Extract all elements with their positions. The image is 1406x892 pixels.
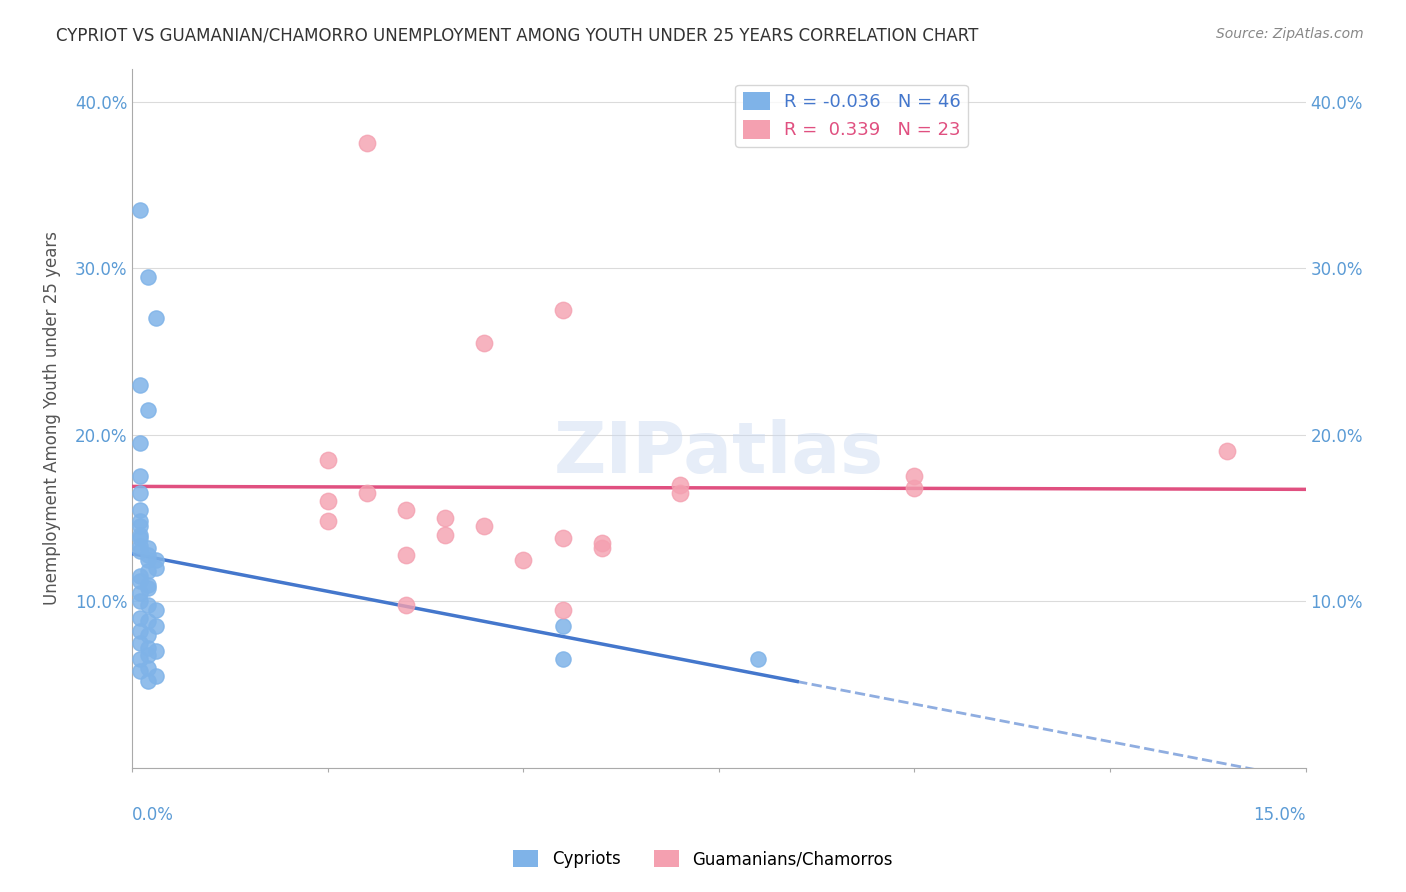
Point xyxy=(129,514,152,528)
Point xyxy=(145,644,167,658)
Point xyxy=(434,527,457,541)
Point xyxy=(129,636,152,650)
Point xyxy=(145,561,167,575)
Point xyxy=(129,664,152,678)
Point xyxy=(145,552,167,566)
Legend: Cypriots, Guamanians/Chamorros: Cypriots, Guamanians/Chamorros xyxy=(506,843,900,875)
Point xyxy=(395,502,418,516)
Point xyxy=(136,661,159,675)
Point xyxy=(551,602,574,616)
Point xyxy=(136,614,159,628)
Point xyxy=(136,564,159,578)
Point xyxy=(136,598,159,612)
Text: ZIPatlas: ZIPatlas xyxy=(554,418,884,488)
Y-axis label: Unemployment Among Youth under 25 years: Unemployment Among Youth under 25 years xyxy=(44,231,60,605)
Point xyxy=(136,581,159,595)
Point xyxy=(145,602,167,616)
Point xyxy=(136,402,159,417)
Point xyxy=(136,648,159,662)
Point xyxy=(669,486,692,500)
Point xyxy=(356,486,378,500)
Point xyxy=(136,269,159,284)
Point xyxy=(136,640,159,655)
Point xyxy=(129,586,152,600)
Point xyxy=(129,569,152,583)
Point xyxy=(136,552,159,566)
Point xyxy=(129,486,152,500)
Text: 0.0%: 0.0% xyxy=(132,806,174,824)
Text: CYPRIOT VS GUAMANIAN/CHAMORRO UNEMPLOYMENT AMONG YOUTH UNDER 25 YEARS CORRELATIO: CYPRIOT VS GUAMANIAN/CHAMORRO UNEMPLOYME… xyxy=(56,27,979,45)
Point xyxy=(434,511,457,525)
Legend: R = -0.036   N = 46, R =  0.339   N = 23: R = -0.036 N = 46, R = 0.339 N = 23 xyxy=(735,85,967,146)
Point xyxy=(136,674,159,689)
Point xyxy=(145,311,167,326)
Point xyxy=(129,652,152,666)
Point xyxy=(316,514,339,528)
Point xyxy=(591,541,613,555)
Point xyxy=(551,302,574,317)
Point xyxy=(129,377,152,392)
Point xyxy=(903,481,925,495)
Point xyxy=(395,598,418,612)
Point xyxy=(136,627,159,641)
Point xyxy=(129,527,152,541)
Point xyxy=(129,624,152,639)
Point xyxy=(1216,444,1239,458)
Text: 15.0%: 15.0% xyxy=(1253,806,1306,824)
Point xyxy=(129,544,152,558)
Point xyxy=(551,531,574,545)
Point xyxy=(591,536,613,550)
Point xyxy=(316,452,339,467)
Point xyxy=(129,539,152,553)
Point xyxy=(145,669,167,683)
Point xyxy=(136,577,159,591)
Point xyxy=(129,202,152,217)
Point xyxy=(145,619,167,633)
Point xyxy=(136,548,159,562)
Point xyxy=(129,531,152,545)
Point xyxy=(129,611,152,625)
Point xyxy=(129,594,152,608)
Point xyxy=(747,652,769,666)
Point xyxy=(472,336,495,351)
Point xyxy=(129,574,152,589)
Point xyxy=(129,436,152,450)
Point xyxy=(136,541,159,555)
Point xyxy=(395,548,418,562)
Point xyxy=(316,494,339,508)
Text: Source: ZipAtlas.com: Source: ZipAtlas.com xyxy=(1216,27,1364,41)
Point xyxy=(551,619,574,633)
Point xyxy=(551,652,574,666)
Point xyxy=(472,519,495,533)
Point xyxy=(356,136,378,151)
Point xyxy=(129,469,152,483)
Point xyxy=(129,519,152,533)
Point xyxy=(903,469,925,483)
Point xyxy=(669,477,692,491)
Point xyxy=(512,552,534,566)
Point xyxy=(129,502,152,516)
